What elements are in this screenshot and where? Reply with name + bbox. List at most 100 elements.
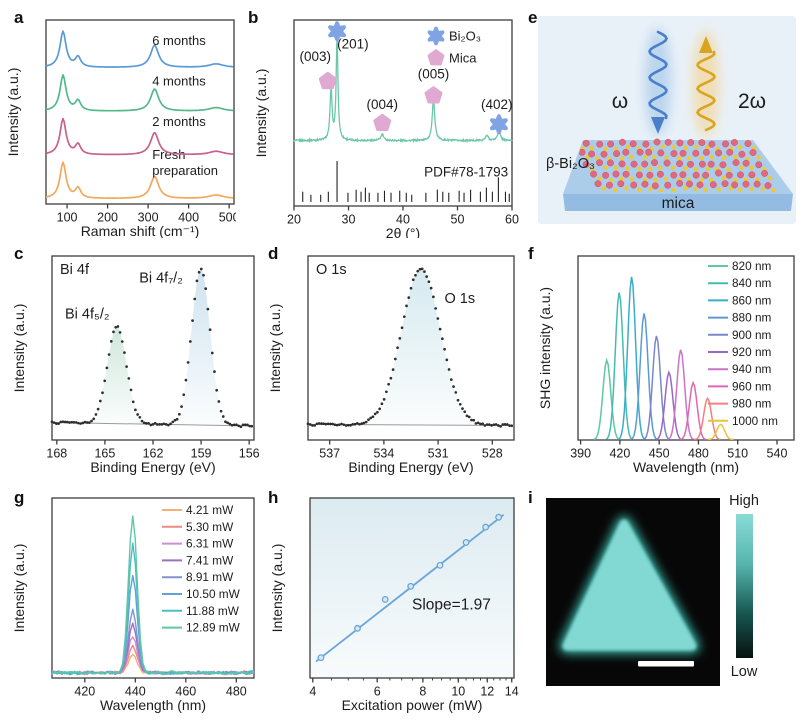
xps-data-point — [445, 358, 449, 362]
x-tick-label: 480 — [688, 447, 709, 461]
shg-mapping-image: High Low — [546, 493, 759, 686]
x-tick-label: 537 — [319, 447, 340, 461]
legend-label: 11.88 mW — [186, 604, 240, 618]
oxygen-atom-icon — [771, 188, 776, 192]
bismuth-atom-icon — [737, 171, 744, 179]
xps-data-point — [389, 376, 393, 380]
xps-data-point — [215, 388, 219, 392]
xps-data-point — [204, 287, 208, 290]
legend-label: 4.21 mW — [186, 503, 234, 517]
x-tick-label: 168 — [46, 447, 67, 461]
xps-data-point — [169, 422, 172, 426]
x-tick-label: 450 — [649, 447, 670, 461]
legend-label: Bi₂O₃ — [449, 29, 481, 44]
xps-data-point — [241, 423, 245, 427]
bismuth-atom-icon — [629, 140, 637, 148]
xps-data-point — [109, 340, 113, 343]
xps-data-point — [162, 422, 166, 426]
x-tick-label: 534 — [373, 447, 394, 461]
xps-data-point — [378, 407, 382, 411]
bismuth-atom-icon — [646, 171, 654, 179]
xps-data-point — [371, 415, 375, 419]
xps-data-point — [202, 273, 205, 277]
xps-data-point — [87, 421, 91, 424]
xps-data-point — [188, 340, 192, 343]
bismuth-atom-icon — [582, 160, 590, 168]
legend-label: 1000 nm — [732, 414, 778, 428]
panel-f-shg-wavelength: f 390 420 450 480 510 540 Wavelength (nm) SHG i… — [520, 244, 802, 478]
xps-data-point — [508, 424, 511, 427]
xps-data-point — [246, 423, 249, 427]
x-axis-label: Wavelength (nm) — [100, 697, 206, 713]
panel-letter-a: a — [14, 8, 24, 27]
xps-data-point — [393, 357, 397, 361]
legend-label: 12.89 mW — [186, 621, 241, 635]
y-axis-label: Intensity (a.u.) — [6, 68, 21, 157]
oxygen-atom-icon — [749, 165, 754, 171]
xps-data-point — [219, 409, 223, 413]
bismuth-atom-icon — [731, 139, 738, 146]
xps-data-point — [116, 325, 120, 328]
legend-label: 5.30 mW — [186, 520, 234, 534]
data-point — [436, 561, 444, 569]
xps-data-point — [158, 423, 161, 426]
xps-data-point — [326, 422, 330, 426]
x-tick-label: 12 — [480, 685, 494, 699]
panel-letter-h: h — [268, 488, 279, 507]
xps-data-point — [337, 423, 341, 427]
xps-data-point — [250, 424, 254, 428]
xps-data-point — [376, 410, 379, 414]
bismuth-atom-icon — [698, 139, 706, 147]
oxygen-atom-icon — [686, 155, 691, 161]
bismuth-atom-icon — [755, 161, 763, 169]
x-tick-label: 4 — [309, 685, 316, 699]
xps-data-point — [96, 407, 100, 411]
legend-label: 840 nm — [732, 276, 772, 290]
xps-data-point — [440, 337, 444, 341]
panel-letter-g: g — [14, 488, 25, 507]
xps-data-point — [197, 270, 201, 274]
omega-label: ω — [612, 90, 628, 113]
oxygen-atom-icon — [603, 146, 608, 152]
xps-data-point — [66, 420, 69, 424]
slope-annotation: Slope=1.97 — [412, 597, 491, 614]
two-omega-label: 2ω — [738, 90, 766, 113]
legend-label: 8.91 mW — [186, 570, 234, 584]
oxygen-atom-icon — [737, 145, 743, 150]
xps-data-point — [380, 402, 384, 406]
xps-data-point — [63, 420, 67, 424]
legend-label: 940 nm — [732, 362, 772, 376]
xps-data-point — [92, 417, 96, 421]
oxygen-atom-icon — [671, 187, 676, 192]
x-tick-label: 60 — [505, 213, 519, 227]
oxygen-atom-icon — [703, 187, 708, 192]
bismuth-atom-icon — [635, 171, 643, 179]
xps-data-point — [456, 398, 460, 402]
bismuth-atom-icon — [722, 140, 729, 148]
bismuth-atom-icon — [618, 138, 626, 146]
xps-data-point — [232, 423, 236, 427]
bismuth-atom-icon — [721, 180, 729, 188]
shg-peak-880-nm — [630, 313, 658, 440]
xps-data-point — [483, 424, 487, 427]
legend-label: 820 nm — [732, 259, 772, 273]
xps-data-point — [140, 419, 144, 423]
bismuth-atom-icon — [753, 180, 761, 188]
xps-data-point — [452, 385, 455, 389]
xps-data-point — [362, 421, 366, 425]
data-point — [407, 582, 415, 590]
xps-data-point — [90, 419, 93, 423]
xps-data-point — [494, 423, 498, 426]
xps-data-point — [72, 421, 76, 424]
xps-data-point — [436, 317, 440, 320]
spectrum-title: Bi 4f — [60, 262, 90, 278]
xps-data-point — [432, 295, 435, 299]
oxygen-atom-icon — [619, 156, 625, 161]
bismuth-atom-icon — [742, 180, 750, 188]
x-tick-label: 420 — [74, 685, 95, 699]
xps-data-point — [136, 413, 139, 416]
xps-data-point — [458, 402, 462, 406]
bismuth-atom-icon — [641, 160, 649, 168]
bismuth-atom-icon — [702, 171, 710, 179]
